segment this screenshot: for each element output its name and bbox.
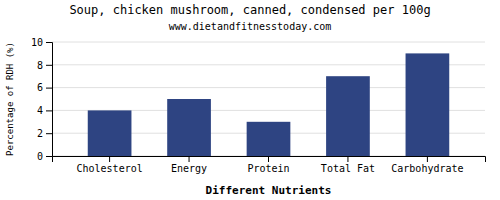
x-tick-label: Total Fat: [321, 163, 375, 174]
y-tick-label: 4: [37, 105, 43, 116]
title: Soup, chicken mushroom, canned, condense…: [69, 3, 430, 17]
x-tick-mark: [347, 156, 348, 162]
bar: [88, 110, 132, 156]
x-axis-title: Different Nutrients: [206, 184, 332, 197]
x-tick-mark: [109, 156, 110, 162]
grid: [52, 42, 485, 156]
y-tick: 8: [37, 60, 52, 71]
x-tick: Energy: [171, 156, 207, 174]
y-tick-label: 0: [37, 151, 43, 162]
y-tick-mark: [46, 42, 52, 43]
y-tick-mark: [46, 65, 52, 66]
subtitle: www.dietandfitnesstoday.com: [169, 21, 332, 32]
x-axis-line: [53, 157, 486, 163]
bar: [167, 99, 211, 156]
x-tick: Cholesterol: [76, 156, 142, 174]
y-tick: 10: [31, 37, 52, 48]
y-tick-label: 8: [37, 60, 43, 71]
y-tick-label: 6: [37, 82, 43, 93]
x-tick-label: Energy: [171, 163, 207, 174]
y-axis: 0 2 4 6 8 10: [31, 37, 53, 162]
y-tick: 6: [37, 82, 52, 93]
x-tick-mark: [427, 156, 428, 162]
x-tick-label: Carbohydrate: [391, 163, 463, 174]
x-tick-label: Protein: [247, 163, 289, 174]
x-axis: Cholesterol Energy Protein Total Fat Carbohy…: [53, 156, 486, 174]
x-tick: Protein: [247, 156, 289, 174]
y-tick-mark: [46, 88, 52, 89]
x-tick-label: Cholesterol: [76, 163, 142, 174]
y-tick-mark: [46, 133, 52, 134]
y-tick-mark: [46, 110, 52, 111]
grid-line: [52, 42, 485, 43]
plot: 0 2 4 6 8 10 Cholesterol Energy Protein Total Fat…: [31, 37, 486, 174]
chart: Soup, chicken mushroom, canned, condense…: [0, 0, 500, 200]
x-tick-mark: [268, 156, 269, 162]
y-tick: 2: [37, 128, 52, 139]
y-axis-line: [46, 43, 53, 157]
bar: [406, 53, 450, 156]
bar: [326, 76, 370, 156]
x-tick: Total Fat: [321, 156, 375, 174]
bar: [247, 122, 291, 156]
y-axis-title: Percentage of RDH (%): [5, 42, 15, 156]
x-tick: Carbohydrate: [391, 156, 463, 174]
y-tick-label: 10: [31, 37, 43, 48]
y-tick: 0: [37, 151, 52, 162]
y-tick-label: 2: [37, 128, 43, 139]
y-tick-mark: [46, 156, 52, 157]
y-tick: 4: [37, 105, 52, 116]
x-tick-mark: [189, 156, 190, 162]
bars: [88, 53, 449, 156]
